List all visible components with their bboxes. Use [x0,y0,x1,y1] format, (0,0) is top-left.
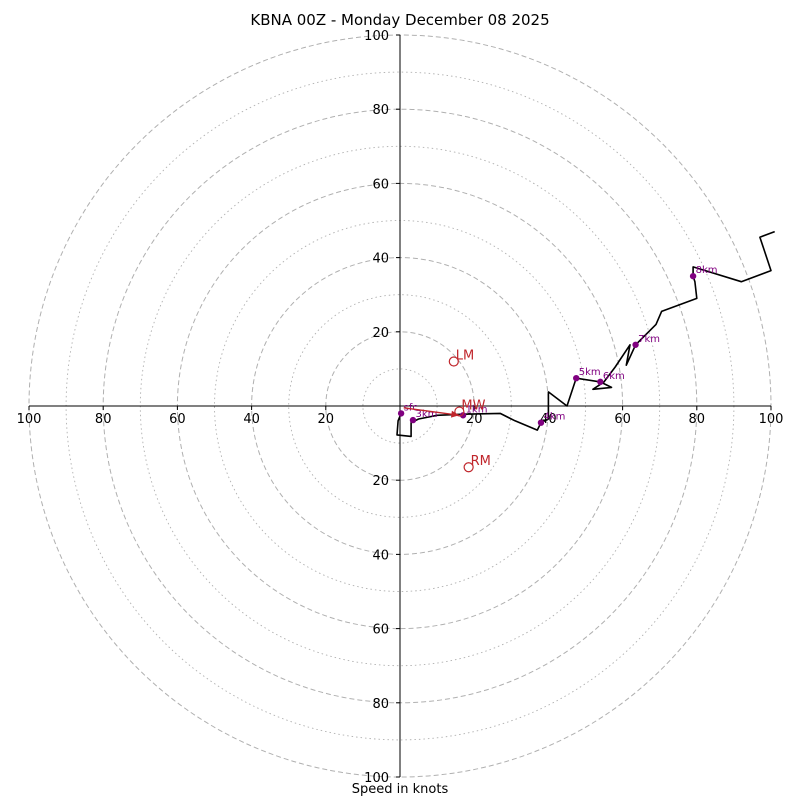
height-label-7km: 7km [638,334,660,345]
y-tick-label: 40 [372,252,389,267]
x-tick-label: 80 [95,412,112,427]
height-marker-1km [459,412,467,419]
x-tick-label: 40 [243,412,260,427]
axes [29,35,771,777]
y-tick-label: 20 [372,326,389,341]
storm-label-rm: RM [471,454,491,469]
height-marker-3km [409,416,417,424]
height-marker-7km [632,341,639,348]
height-marker-8km [689,272,697,280]
height-label-5km: 5km [579,367,601,378]
y-tick-label: 20 [372,474,389,489]
x-tick-label: 20 [318,412,335,427]
y-tick-label: 100 [364,771,389,786]
storm-label-lm: LM [456,348,474,363]
y-tick-label: 80 [372,103,389,118]
x-tick-label: 60 [614,412,631,427]
x-tick-label: 100 [759,412,784,427]
x-axis-label: Speed in knots [351,782,449,797]
y-tick-label: 40 [372,548,389,563]
height-label-3km: 3km [415,409,437,420]
height-label-sfc: sfc [404,402,418,413]
storm-motion-group: LM MW RM [403,348,491,473]
chart-title: KBNA 00Z - Monday December 08 2025 [250,11,550,29]
height-label-1km: 1km [466,404,488,415]
y-tick-label: 100 [364,29,389,44]
tick-labels: 100 80 60 40 20 20 40 60 80 100100806040202040608… [17,29,784,786]
y-tick-label: 60 [372,623,389,638]
x-tick-label: 80 [689,412,706,427]
height-label-6km: 6km [603,371,625,382]
x-tick-label: 20 [466,412,483,427]
x-tick-label: 60 [169,412,186,427]
height-marker-sfc [397,410,405,417]
height-marker-6km [597,378,604,386]
height-marker-4km [537,419,545,426]
storm-motion-rm [463,462,474,473]
height-label-8km: 8km [696,265,718,276]
storm-label-mw: MW [461,399,485,414]
height-marker-5km [573,374,580,382]
height-label-4km: 4km [543,412,565,423]
y-tick-label: 80 [372,697,389,712]
shear-vector-line [403,407,460,416]
x-tick-label: 100 [17,412,42,427]
storm-motion-mw [454,406,465,417]
y-tick-label: 60 [372,177,389,192]
storm-motion-lm [448,356,459,367]
